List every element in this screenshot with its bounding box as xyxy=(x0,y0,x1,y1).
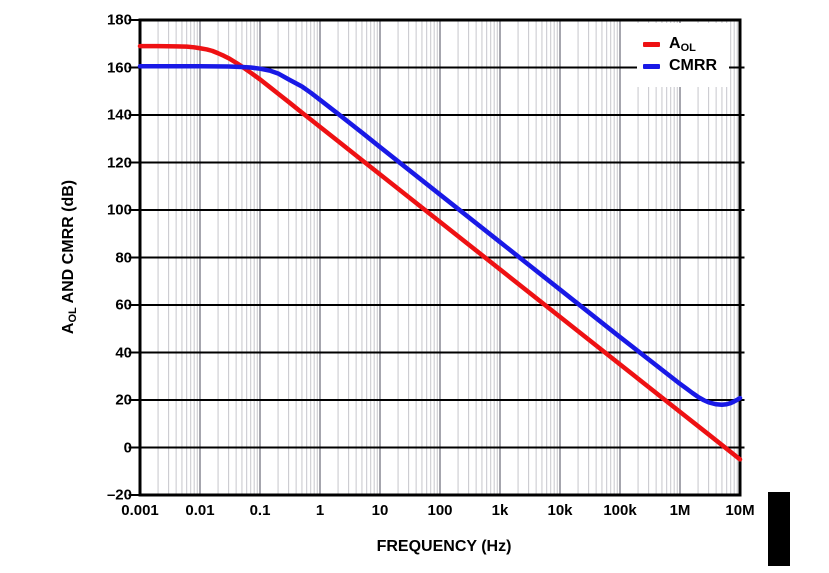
legend-label-cmrr: CMRR xyxy=(669,57,717,75)
x-tick-label: 1k xyxy=(491,502,509,519)
plot-frame xyxy=(138,18,742,497)
y-tick-label: –20 xyxy=(106,486,132,504)
x-tick-label: 0.01 xyxy=(185,502,215,519)
x-tick-label: 10 xyxy=(371,502,389,519)
curve-aol xyxy=(137,43,743,462)
y-tick-label: 160 xyxy=(106,59,132,76)
x-tick-label: 0.001 xyxy=(121,502,159,519)
y-axis-title-text: AND CMRR (dB) xyxy=(60,179,77,308)
y-tick-label: 100 xyxy=(106,201,132,219)
y-tick-label: 140 xyxy=(106,106,132,124)
y-tick-label: 80 xyxy=(115,249,132,266)
y-axis-title: AOL AND CMRR (dB) xyxy=(60,179,79,335)
legend-label-subscript: OL xyxy=(680,42,696,55)
legend-item-cmrr: CMRR xyxy=(643,57,729,75)
x-tick-label: 10k xyxy=(547,502,573,519)
legend-label-aol: AOL xyxy=(669,35,696,55)
y-tick-label: 20 xyxy=(115,391,132,409)
grid-horizontal-major xyxy=(128,19,745,496)
legend-item-aol: AOL xyxy=(643,35,729,54)
y-tick-label: 40 xyxy=(115,344,132,361)
x-tick-label: 100k xyxy=(603,502,637,519)
x-tick-label: 1M xyxy=(669,502,691,519)
y-tick-label: 0 xyxy=(123,439,132,456)
x-tick-label: 0.1 xyxy=(249,502,271,519)
x-tick-label: 1 xyxy=(315,502,325,519)
y-axis-title-subscript: OL xyxy=(67,307,79,323)
y-tick-label: 180 xyxy=(106,11,132,29)
legend: AOL CMRR xyxy=(637,23,729,87)
x-tick-label: 10M xyxy=(725,502,755,519)
y-axis-title-text: A xyxy=(60,322,77,335)
legend-swatch-cmrr xyxy=(643,63,660,69)
y-tick-label: 60 xyxy=(115,296,132,314)
x-tick-label: 100 xyxy=(427,502,453,519)
page-corner-bar xyxy=(768,492,790,566)
legend-swatch-aol xyxy=(643,42,660,48)
x-axis-title: FREQUENCY (Hz) xyxy=(376,538,512,555)
y-tick-label: 120 xyxy=(106,154,132,171)
curve-cmrr xyxy=(137,64,743,407)
